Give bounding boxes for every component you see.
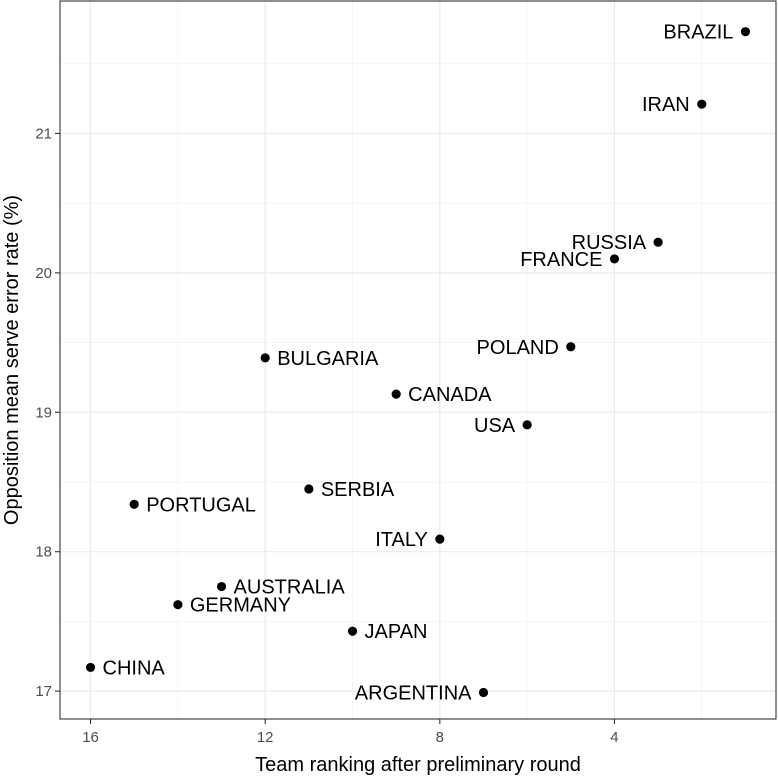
point-label: POLAND — [477, 337, 559, 359]
y-tick-label: 21 — [35, 125, 52, 142]
point-label: IRAN — [642, 94, 690, 116]
data-point — [478, 687, 489, 698]
point-label: JAPAN — [365, 621, 428, 643]
data-point — [347, 626, 358, 636]
data-point — [129, 499, 139, 509]
data-point — [391, 389, 401, 399]
data-point — [304, 484, 314, 494]
data-point — [522, 420, 532, 430]
y-tick-label: 18 — [35, 544, 52, 561]
data-point — [173, 600, 183, 610]
y-tick-label: 17 — [35, 683, 52, 700]
x-tick-label: 12 — [257, 729, 274, 746]
data-points — [85, 27, 751, 698]
y-tick-label: 19 — [35, 404, 52, 421]
data-point — [435, 534, 445, 544]
x-tick-label: 8 — [436, 729, 444, 746]
point-label: FRANCE — [520, 249, 602, 271]
point-label: CANADA — [408, 384, 492, 406]
point-label: RUSSIA — [572, 232, 647, 254]
x-tick-label: 4 — [610, 729, 618, 746]
data-point — [697, 99, 707, 109]
data-point — [740, 27, 751, 37]
data-point — [566, 342, 576, 352]
point-label: BRAZIL — [663, 22, 733, 44]
point-label: ARGENTINA — [355, 683, 472, 705]
data-point — [653, 237, 663, 247]
panel-border — [59, 0, 777, 720]
data-point — [85, 662, 96, 673]
y-tick-label: 20 — [35, 265, 52, 282]
y-axis-ticks: 17 18 19 20 21 — [35, 125, 60, 700]
x-axis-title: Team ranking after preliminary round — [255, 754, 581, 776]
point-label: GERMANY — [190, 595, 291, 617]
y-axis-title: Opposition mean serve error rate (%) — [1, 195, 23, 525]
point-label: AUSTRALIA — [234, 577, 346, 599]
panel-background — [60, 1, 776, 719]
x-axis-ticks: 16 12 8 4 — [82, 719, 619, 746]
data-point — [260, 353, 270, 363]
data-point — [609, 254, 620, 264]
point-label: SERBIA — [321, 479, 395, 501]
point-label: BULGARIA — [277, 348, 379, 370]
point-label: USA — [474, 415, 516, 437]
point-label: PORTUGAL — [146, 494, 256, 516]
point-label: ITALY — [375, 529, 428, 551]
x-tick-label: 16 — [82, 729, 99, 746]
data-point — [216, 581, 227, 592]
point-label: CHINA — [103, 657, 166, 679]
minor-gridlines — [60, 1, 776, 719]
